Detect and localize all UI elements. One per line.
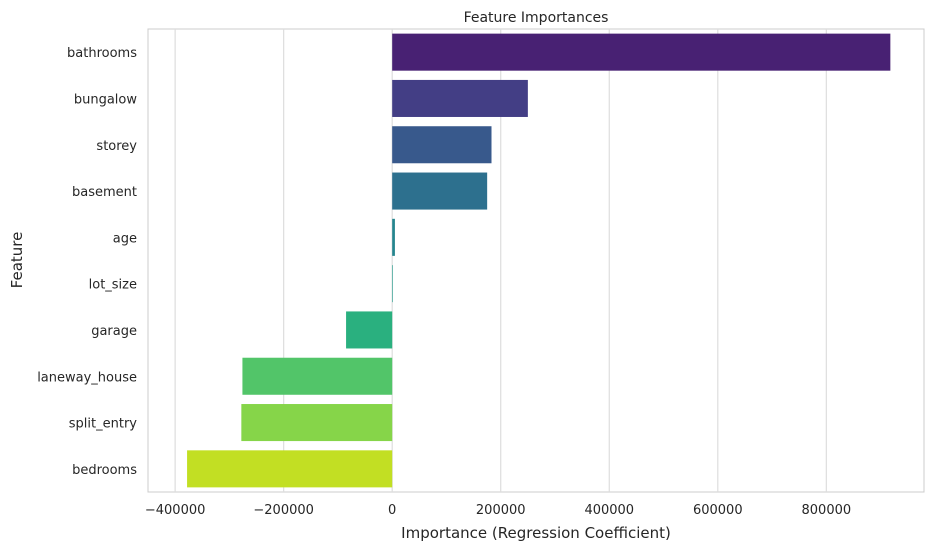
x-tick-label: −400000	[145, 503, 206, 518]
x-tick-label: 800000	[802, 503, 852, 518]
bar-bedrooms	[187, 450, 393, 488]
bar-bathrooms	[392, 33, 891, 71]
x-tick-label: −200000	[253, 503, 314, 518]
bar-bungalow	[392, 79, 528, 117]
bar-split-entry	[241, 404, 393, 442]
y-tick-label: age	[113, 231, 137, 246]
x-tick-labels: −400000 −200000 0 200000 400000 600000 800000	[145, 503, 851, 518]
bar-storey	[392, 126, 492, 164]
bar-lot-size	[392, 265, 393, 303]
x-tick-label: 200000	[476, 503, 526, 518]
y-tick-label: bathrooms	[67, 46, 137, 61]
chart-title: Feature Importances	[464, 10, 609, 26]
x-tick-label: 400000	[584, 503, 634, 518]
y-tick-label: bungalow	[74, 92, 138, 107]
y-tick-label: lot_size	[89, 278, 137, 293]
y-tick-label: split_entry	[69, 417, 138, 432]
y-tick-label: basement	[72, 185, 137, 200]
x-tick-label: 600000	[693, 503, 743, 518]
bars	[187, 33, 891, 488]
bar-basement	[392, 172, 488, 210]
bar-garage	[346, 311, 393, 349]
bar-laneway-house	[242, 357, 393, 395]
y-tick-label: storey	[96, 139, 137, 154]
x-axis-title: Importance (Regression Coefficient)	[401, 524, 671, 542]
plot-frame	[147, 28, 925, 493]
x-tick-label: 0	[388, 503, 396, 518]
y-tick-label: laneway_house	[37, 370, 137, 385]
y-tick-label: garage	[91, 324, 137, 339]
y-tick-labels: bathrooms bungalow storey basement age lot_si…	[37, 46, 137, 478]
y-tick-label: bedrooms	[72, 463, 137, 478]
y-axis-title: Feature	[8, 232, 26, 289]
bar-age	[392, 218, 395, 256]
